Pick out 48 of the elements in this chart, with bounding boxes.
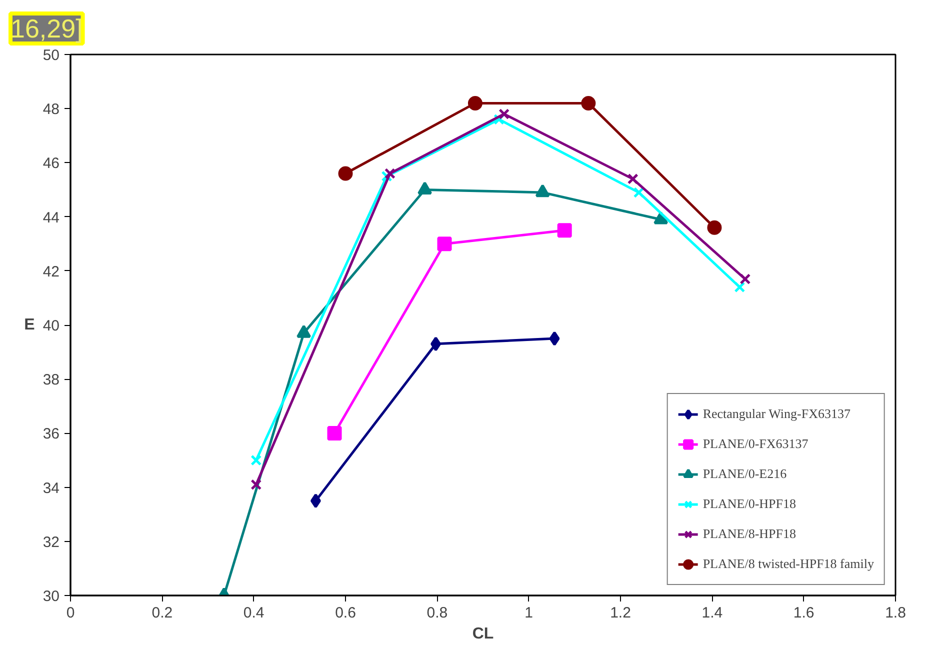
legend-label: Rectangular Wing-FX63137	[702, 406, 850, 422]
point	[707, 220, 722, 235]
x-tick-label: 0.2	[152, 604, 173, 622]
point	[498, 108, 510, 120]
y-tick-label: 30	[42, 588, 60, 605]
point	[327, 426, 342, 440]
point	[581, 96, 596, 110]
point	[549, 331, 560, 346]
x-tick-label: 1.6	[793, 604, 814, 622]
legend-label: PLANE/0-FX63137	[702, 436, 808, 452]
y-tick-label: 48	[42, 101, 60, 118]
x-tick-label: 1	[524, 604, 534, 622]
point	[468, 96, 482, 110]
y-tick-label: 42	[42, 263, 60, 280]
y-tick-label: 50	[42, 47, 60, 64]
x-tick-label: 1.2	[610, 604, 631, 622]
y-tick-label: 36	[42, 426, 60, 443]
point	[437, 236, 452, 252]
point	[250, 479, 262, 490]
text: 16,29]	[10, 14, 83, 44]
point	[310, 494, 321, 508]
point	[627, 173, 638, 184]
x-tick-label: 1.8	[885, 604, 906, 622]
point	[557, 223, 572, 238]
x-tick-label: 1.4	[702, 604, 723, 622]
y-tick-label: 46	[42, 155, 60, 172]
y-tick-label: 34	[42, 480, 60, 497]
x-tick-label: 0.8	[426, 604, 448, 622]
x-tick-label: 0.6	[335, 604, 356, 622]
legend-label: PLANE/8-HPF18	[702, 526, 796, 542]
point	[734, 282, 746, 293]
point	[633, 186, 644, 198]
legend-label: PLANE/8 twisted-HPF18 family	[702, 556, 874, 572]
y-tick-label: 44	[42, 209, 60, 226]
point	[250, 454, 262, 466]
legend-label: PLANE/0-E216	[702, 466, 787, 482]
point	[384, 168, 396, 180]
y-tick-label: 38	[42, 372, 60, 389]
legend-label: PLANE/0-HPF18	[702, 496, 796, 512]
x-tick-label: 0	[66, 604, 75, 622]
point	[338, 166, 353, 181]
point	[430, 336, 442, 352]
point	[740, 274, 751, 285]
x-axis-title: CL	[472, 626, 494, 642]
y-tick-label: 32	[42, 534, 60, 551]
y-tick-label: 40	[42, 318, 60, 334]
x-tick-label: 0.4	[243, 604, 264, 622]
y-axis-title: E	[24, 316, 36, 334]
